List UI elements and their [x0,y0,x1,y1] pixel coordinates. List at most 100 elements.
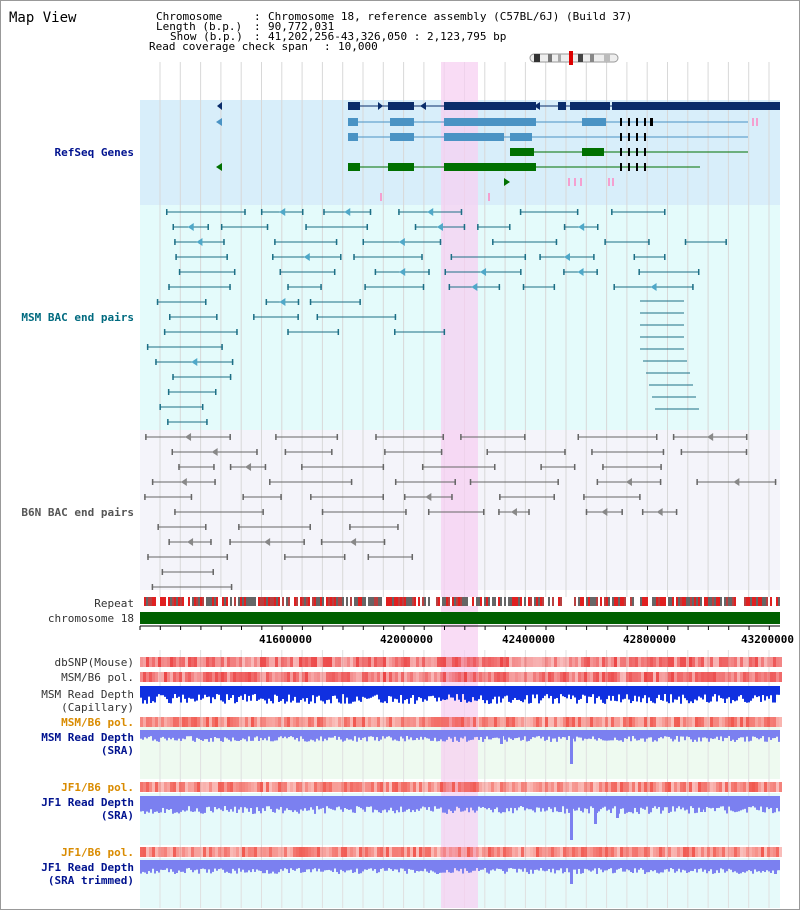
heat-cell [707,672,710,682]
heat-cell [329,782,332,792]
heat-cell [269,782,272,792]
read-depth-bar [778,796,780,812]
heat-cell [374,717,377,727]
track-label-b6n-bac[interactable]: B6N BAC end pairs [21,506,134,519]
heat-cell [776,847,779,857]
read-depth-bar [520,730,522,741]
heat-cell [320,782,323,792]
heat-cell [518,717,521,727]
heat-cell [188,782,191,792]
read-depth-bar [170,796,172,809]
gene-arrow [504,178,510,186]
read-depth-bar [664,796,666,808]
read-depth-bar [766,686,768,697]
read-depth-bar [220,796,222,810]
read-depth-bar [564,796,566,814]
heat-cell [215,847,218,857]
heat-cell [527,672,530,682]
heat-cell [488,717,491,727]
read-depth-bar [732,796,734,812]
repeat-element [150,597,152,606]
repeat-element [376,597,378,606]
read-depth-bar [614,730,616,738]
heat-cell [443,672,446,682]
read-depth-bar [774,796,776,813]
heat-cell [584,672,587,682]
heat-cell [557,672,560,682]
heat-cell [674,847,677,857]
read-depth-bar [678,860,680,869]
read-depth-bar [482,730,484,742]
heat-cell [731,717,734,727]
read-depth-bar [682,860,684,870]
heat-cell [245,672,248,682]
repeat-element [340,597,342,606]
heat-cell [518,672,521,682]
heat-cell [422,847,425,857]
read-depth-bar [332,730,334,738]
read-depth-bar [640,860,642,869]
heat-cell [743,672,746,682]
read-depth-bar [754,796,756,808]
repeat-element [502,597,504,606]
heat-cell [644,782,647,792]
read-depth-bar [366,730,368,742]
read-depth-bar [746,860,748,872]
heat-cell [638,847,641,857]
heat-cell [719,782,722,792]
read-depth-bar [566,860,568,869]
heat-cell [722,717,725,727]
read-depth-bar [362,686,364,697]
heat-cell [653,717,656,727]
read-depth-bar [460,796,462,812]
bac-end-tick [725,239,727,245]
read-depth-bar [216,686,218,695]
heat-cell [455,847,458,857]
read-depth-bar [580,860,582,874]
heat-cell [512,847,515,857]
read-depth-bar [606,860,608,871]
read-depth-bar [762,686,764,696]
read-depth-bar [678,796,680,807]
heat-cell [590,657,593,667]
read-depth-bar [358,686,360,701]
heat-cell [761,717,764,727]
read-depth-bar [598,686,600,697]
heat-cell [650,657,653,667]
read-depth-bar [232,686,234,696]
repeat-element [582,597,584,606]
read-depth-bar [516,730,518,739]
bac-end-tick [190,494,193,500]
track-label-msm-bac[interactable]: MSM BAC end pairs [21,311,134,324]
heat-cell [587,657,590,667]
heat-cell [452,782,455,792]
gene-exon [620,163,622,171]
heat-cell [236,782,239,792]
read-depth-bar [330,796,332,809]
read-depth-bar [766,796,768,808]
repeat-element [278,597,280,606]
read-depth-bar [358,860,360,874]
read-depth-bar [362,796,364,810]
read-depth-bar [402,686,404,704]
read-depth-bar [644,860,646,874]
heat-cell [161,672,164,682]
read-depth-bar [460,686,462,702]
repeat-element [284,597,286,606]
read-depth-bar [408,686,410,704]
track-label-refseq[interactable]: RefSeq Genes [54,146,134,159]
heat-cell [188,717,191,727]
heat-cell [755,847,758,857]
read-depth-bar [556,730,558,742]
repeat-element [774,597,776,606]
read-depth-bar [664,860,666,870]
bac-end-tick [256,449,258,455]
gene-exon [628,163,630,171]
read-depth-bar [210,860,212,874]
heat-cell [695,717,698,727]
heat-cell [677,657,680,667]
read-depth-bar [710,860,712,870]
heat-cell [419,717,422,727]
gene-exon [636,133,638,141]
